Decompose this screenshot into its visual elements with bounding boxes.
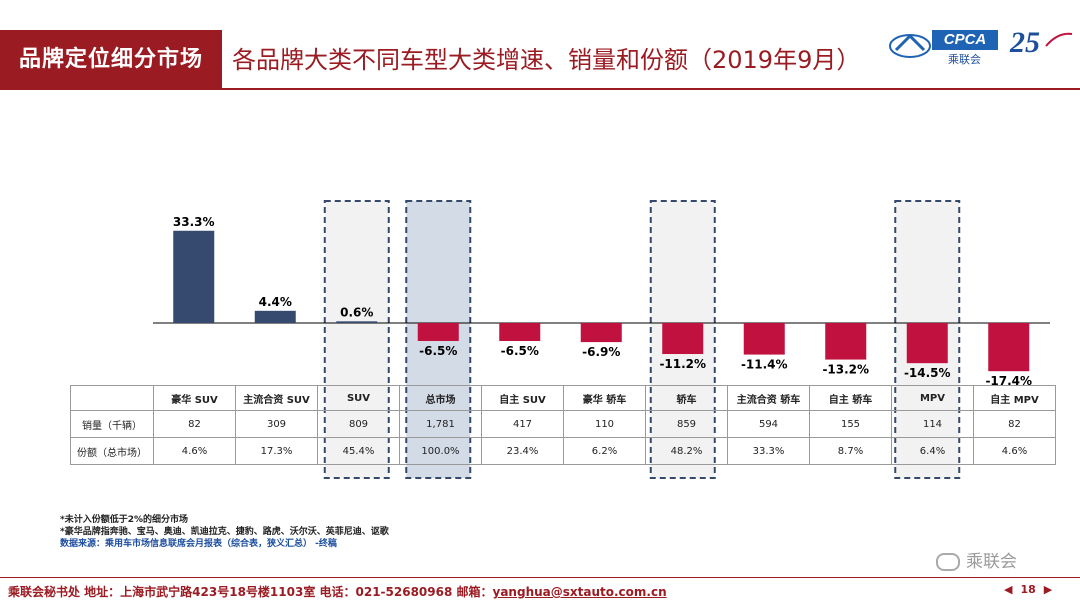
watermark-text: 乘联会 <box>966 552 1017 572</box>
table-header-row: 豪华 SUV 主流合资 SUV SUV 总市场 自主 SUV 豪华 轿车 轿车 主流合资 轿车… <box>70 385 1056 411</box>
bar <box>988 323 1030 372</box>
bar <box>417 323 459 342</box>
table-cell: 48.2% <box>645 437 728 465</box>
table-row-label: 份额（总市场） <box>70 437 154 465</box>
data-label: -13.2% <box>822 363 869 377</box>
header-divider <box>222 88 1080 90</box>
bar <box>825 323 867 360</box>
table-header-cell: 自主 轿车 <box>809 385 892 411</box>
data-label: -6.5% <box>501 344 539 358</box>
table-cell: 155 <box>809 410 892 438</box>
table-header-cell: 轿车 <box>645 385 728 411</box>
table-row-sales: 销量（千辆） 82 309 809 1,781 417 110 859 594 155 114 82 <box>70 410 1056 438</box>
table-row-share: 份额（总市场） 4.6% 17.3% 45.4% 100.0% 23.4% 6.2% 48.2… <box>70 437 1056 465</box>
table-cell: 4.6% <box>153 437 236 465</box>
bar <box>499 323 541 342</box>
table-header-cell: 自主 MPV <box>973 385 1056 411</box>
data-label: -6.9% <box>582 345 620 359</box>
data-label: -17.4% <box>985 374 1032 388</box>
table-cell: 417 <box>481 410 564 438</box>
footnotes: *未计入份额低于2%的细分市场 *豪华品牌指奔驰、宝马、奥迪、凯迪拉克、捷豹、路… <box>60 514 389 550</box>
bar <box>173 230 215 323</box>
table-header-cell: 豪华 轿车 <box>563 385 646 411</box>
bar <box>254 310 296 323</box>
table-cell: 859 <box>645 410 728 438</box>
page-title: 各品牌大类不同车型大类增速、销量和份额（2019年9月） <box>232 46 861 74</box>
bar <box>743 323 785 355</box>
table-header-cell: SUV <box>317 385 400 411</box>
bar <box>662 323 704 355</box>
table-cell: 100.0% <box>399 437 482 465</box>
data-label: 4.4% <box>259 295 292 309</box>
cpca-emblem-icon <box>889 33 931 58</box>
section-tag: 品牌定位细分市场 <box>0 30 222 90</box>
table-row-label: 销量（千辆） <box>70 410 154 438</box>
pager: ◀ 18 ▶ <box>1000 583 1056 596</box>
table-header-cell: 总市场 <box>399 385 482 411</box>
data-label: -11.2% <box>659 357 706 371</box>
footnote-2: *豪华品牌指奔驰、宝马、奥迪、凯迪拉克、捷豹、路虎、沃尔沃、英菲尼迪、讴歌 <box>60 527 389 537</box>
table-cell: 82 <box>973 410 1056 438</box>
table-cell: 114 <box>891 410 974 438</box>
data-label: 33.3% <box>173 215 215 229</box>
cpca-logo-text: CPCA <box>932 30 998 50</box>
bar <box>906 323 948 364</box>
cpca-logo: CPCA 乘联会 <box>888 30 1000 66</box>
wechat-icon <box>936 553 960 571</box>
table-cell: 809 <box>317 410 400 438</box>
footer: 乘联会秘书处 地址：上海市武宁路423号18号楼1103室 电话：021-526… <box>8 583 667 600</box>
table-header-cell: 主流合资 轿车 <box>727 385 810 411</box>
footer-divider <box>0 577 1080 578</box>
footer-email-link[interactable]: yanghua@sxtauto.com.cn <box>492 585 667 599</box>
table-cell: 594 <box>727 410 810 438</box>
table-cell: 45.4% <box>317 437 400 465</box>
table-header-cell: 豪华 SUV <box>153 385 236 411</box>
table-cell: 17.3% <box>235 437 318 465</box>
table-cell: 309 <box>235 410 318 438</box>
table-corner-cell <box>70 385 154 411</box>
page-number: 18 <box>1020 583 1036 596</box>
prev-page-button[interactable]: ◀ <box>1004 583 1013 596</box>
data-source: 数据来源：乘用车市场信息联席会月报表（综合表，狭义汇总） -终稿 <box>60 539 337 549</box>
table-cell: 6.2% <box>563 437 646 465</box>
table-cell: 6.4% <box>891 437 974 465</box>
data-label: -14.5% <box>904 366 951 380</box>
bar <box>580 323 622 343</box>
data-table: 豪华 SUV 主流合资 SUV SUV 总市场 自主 SUV 豪华 轿车 轿车 主流合资 轿车… <box>70 385 1056 465</box>
anniversary-logo: 25 <box>1008 26 1074 66</box>
data-label: -6.5% <box>419 344 457 358</box>
table-cell: 8.7% <box>809 437 892 465</box>
table-cell: 1,781 <box>399 410 482 438</box>
data-label: -11.4% <box>741 358 788 372</box>
table-header-cell: 自主 SUV <box>481 385 564 411</box>
table-cell: 4.6% <box>973 437 1056 465</box>
table-header-cell: MPV <box>891 385 974 411</box>
table-cell: 110 <box>563 410 646 438</box>
table-cell: 33.3% <box>727 437 810 465</box>
data-label: 0.6% <box>340 305 373 319</box>
footnote-1: *未计入份额低于2%的细分市场 <box>60 515 188 525</box>
footer-contact: 乘联会秘书处 地址：上海市武宁路423号18号楼1103室 电话：021-526… <box>8 585 493 599</box>
bar <box>336 321 378 323</box>
anniversary-swoosh-icon <box>1045 32 1073 47</box>
watermark: 乘联会 <box>936 547 1017 572</box>
next-page-button[interactable]: ▶ <box>1043 583 1053 596</box>
cpca-logo-cn: 乘联会 <box>948 53 981 66</box>
anniversary-number: 25 <box>1010 26 1040 59</box>
table-cell: 82 <box>153 410 236 438</box>
table-header-cell: 主流合资 SUV <box>235 385 318 411</box>
table-cell: 23.4% <box>481 437 564 465</box>
